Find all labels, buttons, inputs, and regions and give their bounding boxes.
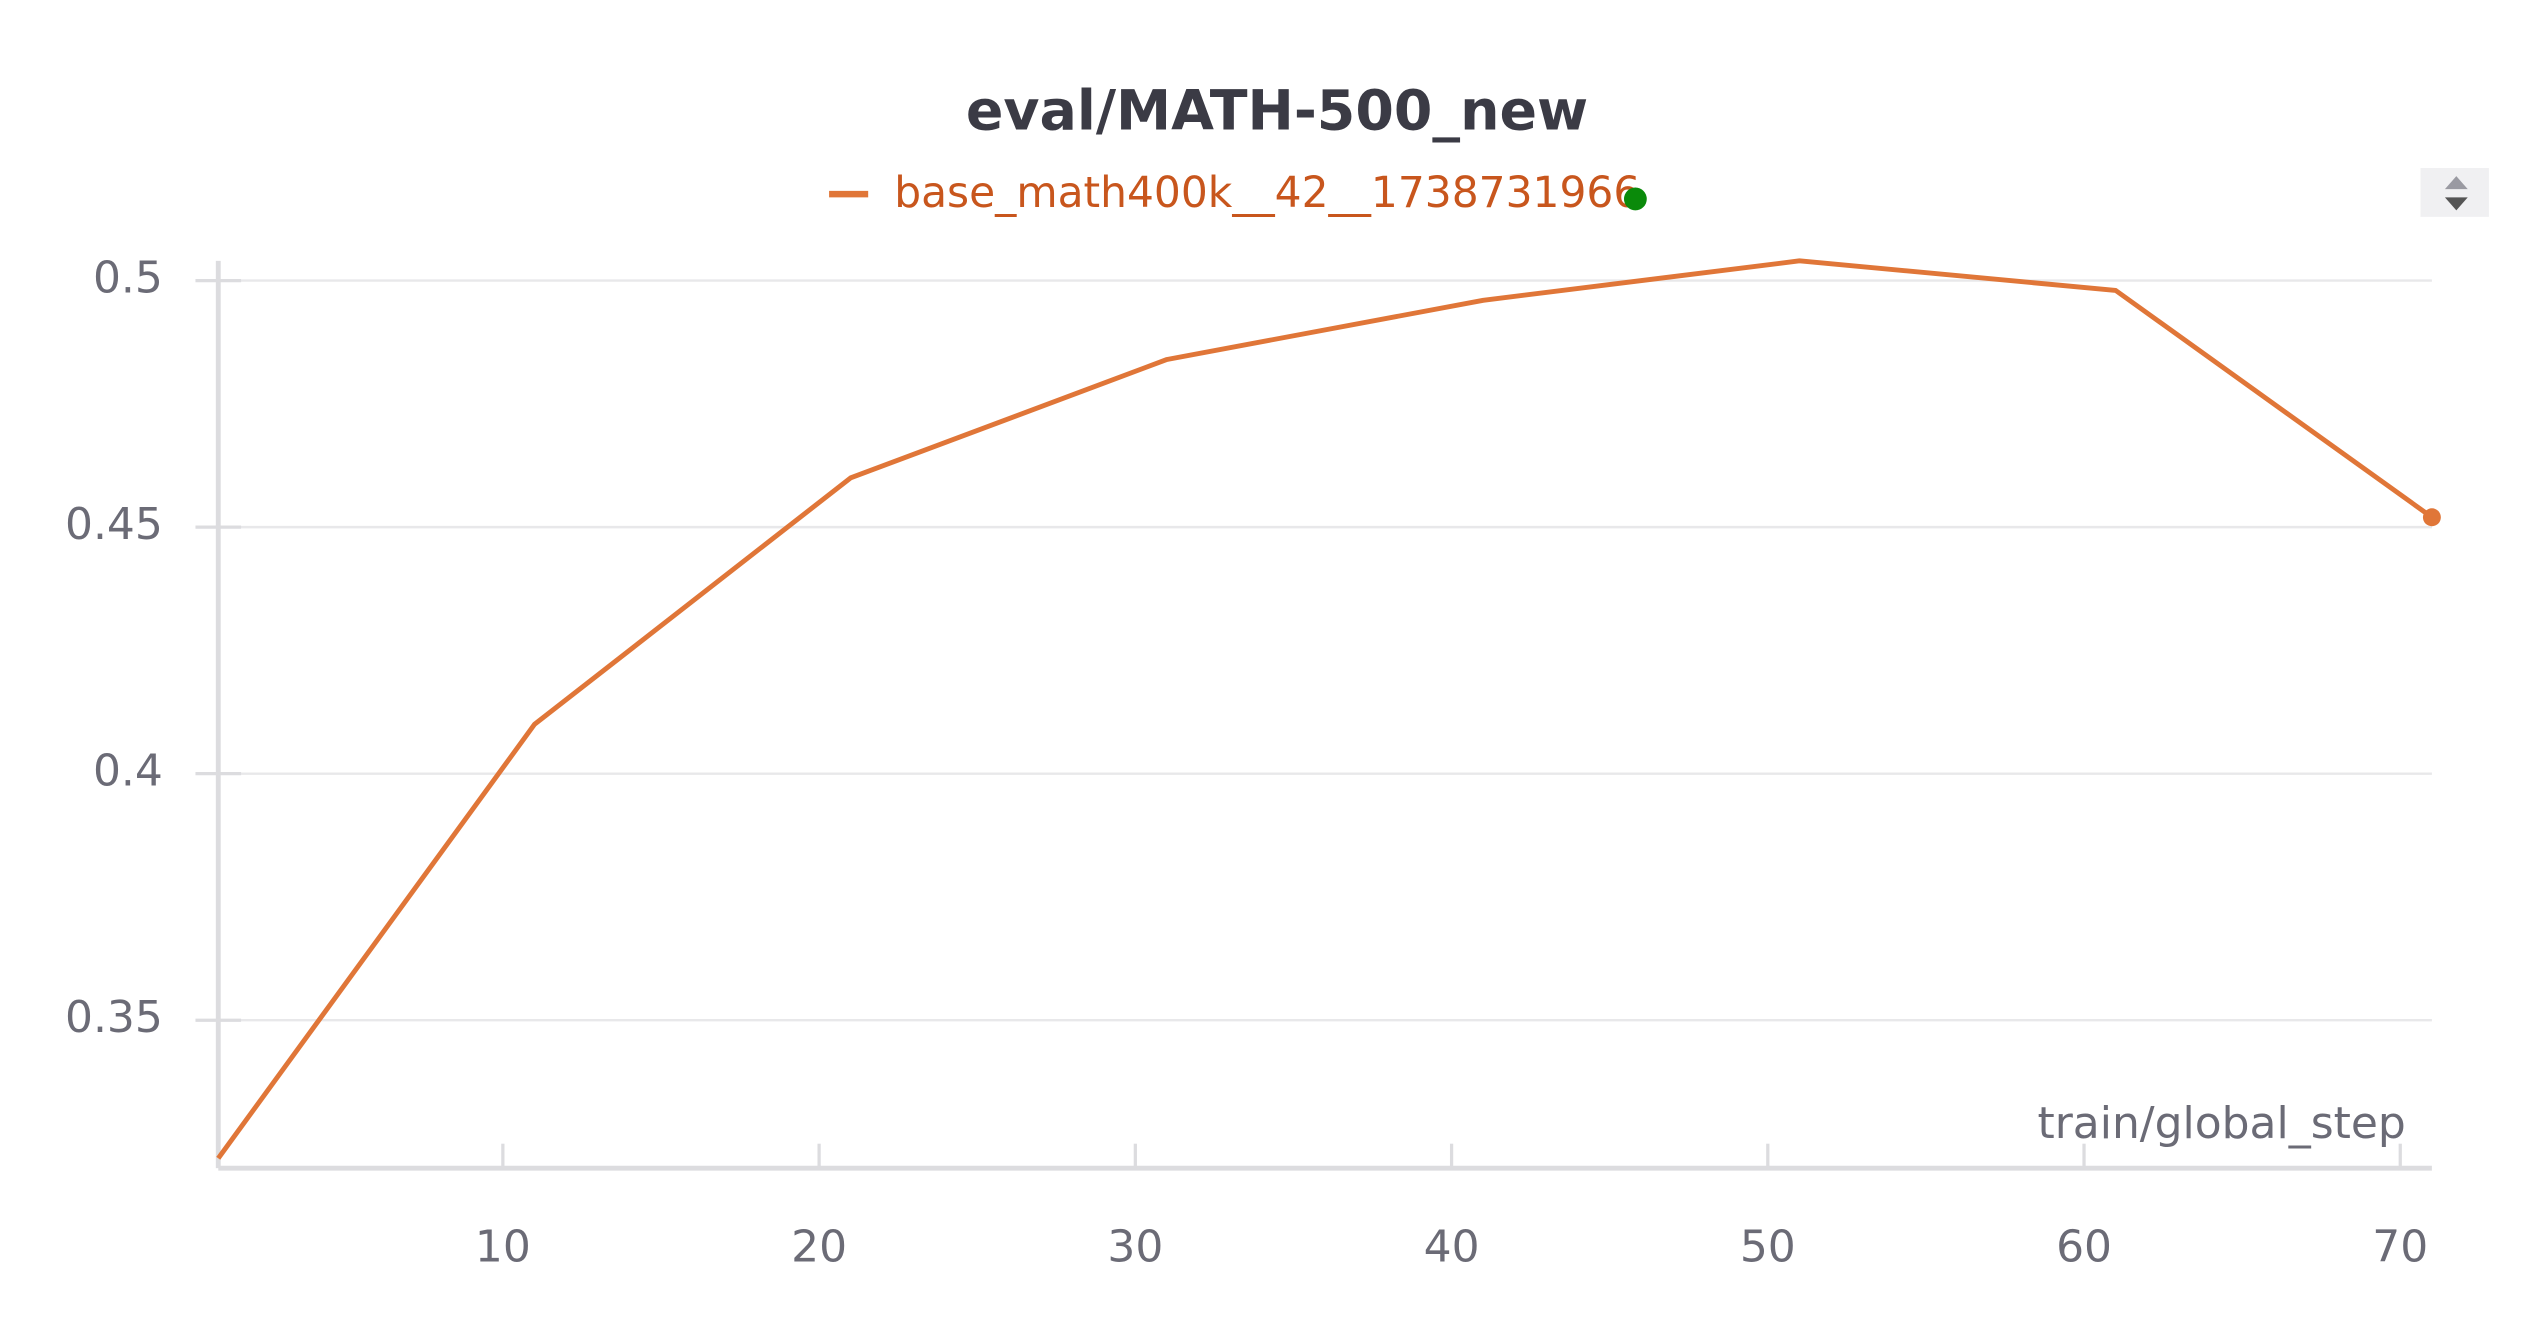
arrow-down — [2444, 197, 2468, 211]
scroll-button[interactable] — [2420, 168, 2489, 217]
series-line — [216, 258, 2434, 1160]
x-tick-label: 10 — [475, 1222, 531, 1273]
y-tick-label: 0.4 — [93, 746, 163, 797]
y-tick-label: 0.45 — [65, 499, 163, 550]
end-point — [2422, 508, 2441, 527]
legend-label[interactable]: base_math400k__42__1738731966 — [894, 168, 1640, 217]
x-tick-label: 70 — [2372, 1222, 2428, 1273]
status-dot — [1623, 187, 1647, 211]
arrow-up — [2444, 176, 2468, 190]
x-tick-label: 20 — [791, 1222, 847, 1273]
y-tick-label: 0.35 — [65, 992, 163, 1043]
x-tick-label: 50 — [1740, 1222, 1796, 1273]
scroll-arrows[interactable] — [2420, 168, 2489, 217]
y-tick-label: 0.5 — [93, 253, 163, 304]
x-axis-label: train/global_step — [2037, 1098, 2405, 1149]
x-tick-label: 30 — [1107, 1222, 1163, 1273]
x-tick-label: 40 — [1424, 1222, 1480, 1273]
chart-title: eval/MATH-500_new — [966, 79, 1588, 143]
x-tick-label: 60 — [2056, 1222, 2112, 1273]
